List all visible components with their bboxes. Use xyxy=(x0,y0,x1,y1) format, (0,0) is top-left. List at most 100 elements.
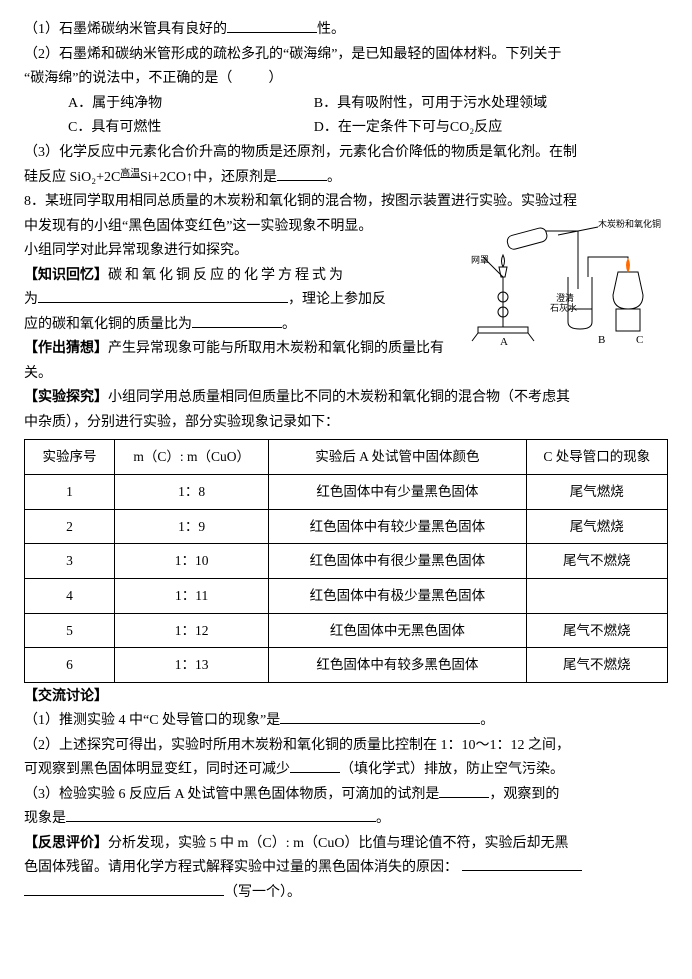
apparatus-figure: 木炭粉和氧化铜 网罩 澄清 石灰水 xyxy=(468,217,668,347)
table-row: 1 1：8 红色固体中有少量黑色固体 尾气燃烧 xyxy=(25,475,668,510)
cell: 2 xyxy=(25,509,115,544)
th-tailc: C 处导管口的现象 xyxy=(526,440,667,475)
q7-sub1: （1）石墨烯碳纳米管具有良好的性。 xyxy=(24,18,668,43)
text: （填化学式）排放，防止空气污染。 xyxy=(340,762,564,777)
blank xyxy=(66,808,376,823)
fig-label-szh: 澄清 xyxy=(556,292,574,303)
option-b: B．具有吸附性，可用于污水处理领域 xyxy=(314,92,668,117)
cell: 红色固体中无黑色固体 xyxy=(269,613,526,648)
fig-label-wz: 网罩 xyxy=(471,255,489,265)
discuss-head-line: 【交流讨论】 xyxy=(24,685,668,710)
fig-label-c: C xyxy=(636,334,643,346)
cell: 红色固体中有很少量黑色固体 xyxy=(269,544,526,579)
cell: 3 xyxy=(25,544,115,579)
cell: 1：11 xyxy=(115,578,269,613)
text: “碳海绵”的说法中，不正确的是（ xyxy=(24,71,232,86)
text: 可观察到黑色固体明显变红，同时还可减少 xyxy=(24,762,290,777)
cell: 1：9 xyxy=(115,509,269,544)
recall-head: 【知识回忆】 xyxy=(24,268,108,283)
discuss-3b: 现象是 。 xyxy=(24,807,668,832)
text: 为 xyxy=(24,292,38,307)
q8-explore-line1: 【实验探究】小组同学用总质量相同但质量比不同的木炭粉和氧化铜的混合物（不考虑其 xyxy=(24,386,668,411)
blank xyxy=(24,881,224,896)
table-header-row: 实验序号 m（C）: m（CuO） 实验后 A 处试管中固体颜色 C 处导管口的… xyxy=(25,440,668,475)
cell: 5 xyxy=(25,613,115,648)
blank xyxy=(192,313,282,328)
reflect-head: 【反思评价】 xyxy=(24,836,108,851)
q7-options: A．属于纯净物 B．具有吸附性，可用于污水处理领域 C．具有可燃性 D．在一定条… xyxy=(24,92,668,141)
text: （写一个）。 xyxy=(224,885,301,900)
text: （1）石墨烯碳纳米管具有良好的 xyxy=(24,22,227,37)
cell: 4 xyxy=(25,578,115,613)
text: ，观察到的 xyxy=(489,787,559,802)
text: 。 xyxy=(282,317,296,332)
discuss-2b: 可观察到黑色固体明显变红，同时还可减少 （填化学式）排放，防止空气污染。 xyxy=(24,758,668,783)
cell: 尾气不燃烧 xyxy=(526,613,667,648)
blank xyxy=(439,783,489,798)
cell: 尾气不燃烧 xyxy=(526,648,667,683)
guess-head: 【作出猜想】 xyxy=(24,341,108,356)
table-body: 1 1：8 红色固体中有少量黑色固体 尾气燃烧 2 1：9 红色固体中有较少量黑… xyxy=(25,475,668,683)
text: Si+2CO↑中，还原剂是 xyxy=(140,170,277,185)
text: 分析发现，实验 5 中 m（C）: m（CuO）比值与理论值不符，实验后却无黑 xyxy=(108,836,568,851)
text: 。 xyxy=(480,713,494,728)
fig-label-b: B xyxy=(598,334,605,346)
text: ，理论上参加反 xyxy=(288,292,386,307)
blank xyxy=(290,759,340,774)
cell: 红色固体中有少量黑色固体 xyxy=(269,475,526,510)
fig-label-a: A xyxy=(500,336,508,347)
q8-explore-line2: 中杂质），分别进行实验，部分实验现象记录如下： xyxy=(24,411,668,436)
reflect-line3: （写一个）。 xyxy=(24,881,668,906)
th-color: 实验后 A 处试管中固体颜色 xyxy=(269,440,526,475)
text: （3）检验实验 6 反应后 A 处试管中黑色固体物质，可滴加的试剂是 xyxy=(24,787,439,802)
cell: 尾气不燃烧 xyxy=(526,544,667,579)
blank xyxy=(38,289,288,304)
cell: 红色固体中有极少量黑色固体 xyxy=(269,578,526,613)
text: 小组同学用总质量相同但质量比不同的木炭粉和氧化铜的混合物（不考虑其 xyxy=(108,390,570,405)
experiment-table: 实验序号 m（C）: m（CuO） 实验后 A 处试管中固体颜色 C 处导管口的… xyxy=(24,439,668,682)
cell: 1：13 xyxy=(115,648,269,683)
text: 。 xyxy=(327,170,341,185)
cell: 1 xyxy=(25,475,115,510)
q7-sub2-line1: （2）石墨烯和碳纳米管形成的疏松多孔的“碳海绵”，是已知最轻的固体材料。下列关于 xyxy=(24,43,668,68)
q7-sub3-line2: 硅反应 SiO₂+2C高温Si+2CO↑中，还原剂是。 xyxy=(24,165,668,190)
table-row: 6 1：13 红色固体中有较多黑色固体 尾气不燃烧 xyxy=(25,648,668,683)
reflect-line2: 色固体残留。请用化学方程式解释实验中过量的黑色固体消失的原因： xyxy=(24,856,668,881)
table-row: 2 1：9 红色固体中有较少量黑色固体 尾气燃烧 xyxy=(25,509,668,544)
th-ratio: m（C）: m（CuO） xyxy=(115,440,269,475)
blank xyxy=(277,166,327,181)
q7-sub3-line1: （3）化学反应中元素化合价升高的物质是还原剂，元素化合价降低的物质是氧化剂。在制 xyxy=(24,141,668,166)
cell: 尾气燃烧 xyxy=(526,509,667,544)
discuss-2a: （2）上述探究可得出，实验时所用木炭粉和氧化铜的质量比控制在 1：10～1：12… xyxy=(24,734,668,759)
option-d: D．在一定条件下可与CO₂反应 xyxy=(314,116,668,141)
table-row: 4 1：11 红色固体中有极少量黑色固体 xyxy=(25,578,668,613)
q7-sub2-line2: “碳海绵”的说法中，不正确的是（ ） xyxy=(24,67,668,92)
text: 应的碳和氧化铜的质量比为 xyxy=(24,317,192,332)
option-c: C．具有可燃性 xyxy=(24,116,314,141)
blank xyxy=(280,710,480,725)
apparatus-svg: 木炭粉和氧化铜 网罩 澄清 石灰水 xyxy=(468,217,668,347)
cell: 1：12 xyxy=(115,613,269,648)
text: 现象是 xyxy=(24,811,66,826)
q8-intro-line1: 8．某班同学取用相同总质量的木炭粉和氧化铜的混合物，按图示装置进行实验。实验过程 xyxy=(24,190,668,215)
blank xyxy=(462,857,582,872)
discuss-3a: （3）检验实验 6 反应后 A 处试管中黑色固体物质，可滴加的试剂是 ，观察到的 xyxy=(24,783,668,808)
th-seq: 实验序号 xyxy=(25,440,115,475)
text: ） xyxy=(268,71,282,86)
cell: 1：10 xyxy=(115,544,269,579)
text: （1）推测实验 4 中“C 处导管口的现象”是 xyxy=(24,713,280,728)
blank xyxy=(227,18,317,33)
table-row: 3 1：10 红色固体中有很少量黑色固体 尾气不燃烧 xyxy=(25,544,668,579)
cell: 1：8 xyxy=(115,475,269,510)
q8-body: 木炭粉和氧化铜 网罩 澄清 石灰水 xyxy=(24,215,668,387)
cell: 尾气燃烧 xyxy=(526,475,667,510)
cell: 6 xyxy=(25,648,115,683)
option-a: A．属于纯净物 xyxy=(24,92,314,117)
discuss-head: 【交流讨论】 xyxy=(24,689,108,704)
fig-label-szh2: 石灰水 xyxy=(550,302,577,313)
fig-label-top: 木炭粉和氧化铜 xyxy=(598,218,661,229)
reaction-condition: 高温 xyxy=(120,168,140,179)
cell: 红色固体中有较少量黑色固体 xyxy=(269,509,526,544)
reflect-line1: 【反思评价】分析发现，实验 5 中 m（C）: m（CuO）比值与理论值不符，实… xyxy=(24,832,668,857)
text: 。 xyxy=(376,811,390,826)
